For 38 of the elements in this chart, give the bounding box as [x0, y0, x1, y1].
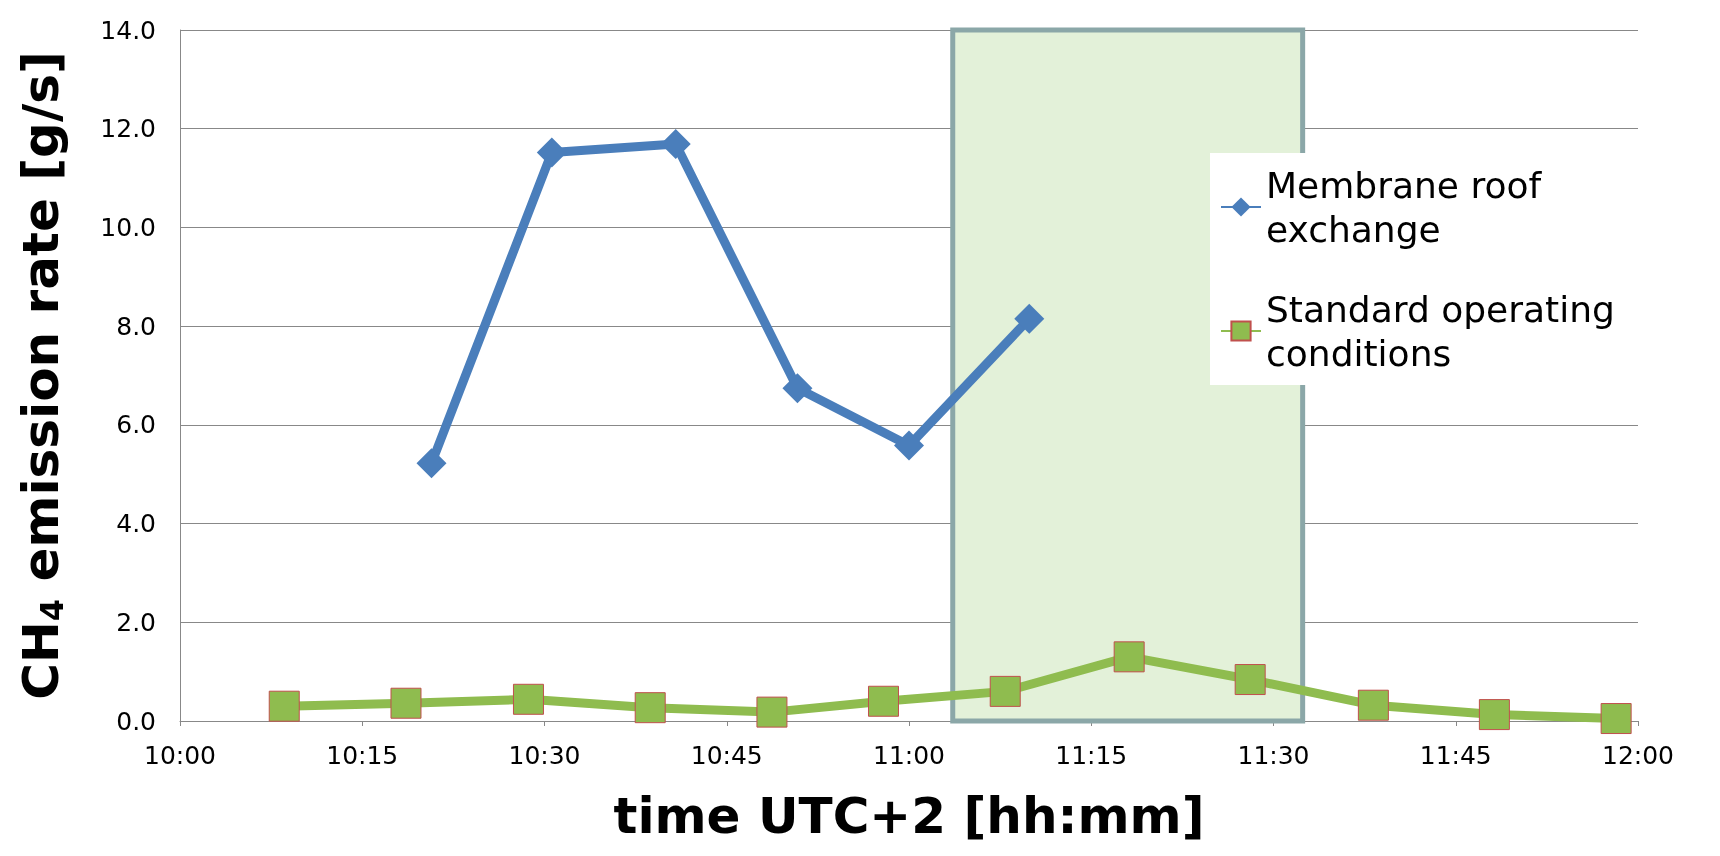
point [1600, 703, 1632, 735]
y-tick-label: 10.0 [100, 212, 156, 242]
y-tick-label: 2.0 [116, 607, 156, 637]
x-tick-label: 11:45 [1419, 741, 1492, 770]
x-tick-label: 10:45 [690, 741, 763, 770]
legend-label: Standard operating conditions [1266, 288, 1627, 374]
point [1357, 689, 1389, 721]
y-tick-label: 12.0 [100, 114, 156, 144]
y-axis-title: CH4 emission rate [g/s] [12, 51, 71, 700]
x-tick-label: 12:00 [1601, 741, 1675, 770]
point [782, 373, 813, 404]
x-tick-label: 11:15 [1055, 741, 1128, 770]
legend-label: Membrane roof exchange [1266, 164, 1553, 250]
point [867, 685, 899, 717]
point [416, 448, 447, 479]
x-axis-title: time UTC+2 [hh:mm] [613, 787, 1205, 845]
x-tick-label: 11:00 [872, 741, 946, 770]
point [1478, 699, 1510, 731]
x-tick-label: 11:30 [1237, 741, 1310, 770]
point [634, 692, 666, 724]
point [390, 687, 422, 719]
point [756, 696, 788, 728]
point [894, 430, 924, 461]
x-tick-label: 10:00 [143, 741, 217, 770]
point [1113, 641, 1145, 673]
x-tick-label: 10:30 [508, 741, 581, 770]
point [512, 683, 544, 715]
point [268, 690, 300, 722]
y-tick-label: 14.0 [100, 15, 156, 45]
point [1234, 664, 1266, 696]
x-tick-label: 10:15 [326, 741, 399, 770]
y-tick-label: 4.0 [116, 509, 156, 539]
y-tick-label: 0.0 [116, 706, 156, 736]
y-tick-label: 8.0 [116, 311, 156, 341]
point [989, 675, 1021, 707]
point [1014, 303, 1045, 334]
point [536, 137, 567, 168]
y-tick-label: 6.0 [116, 410, 156, 440]
